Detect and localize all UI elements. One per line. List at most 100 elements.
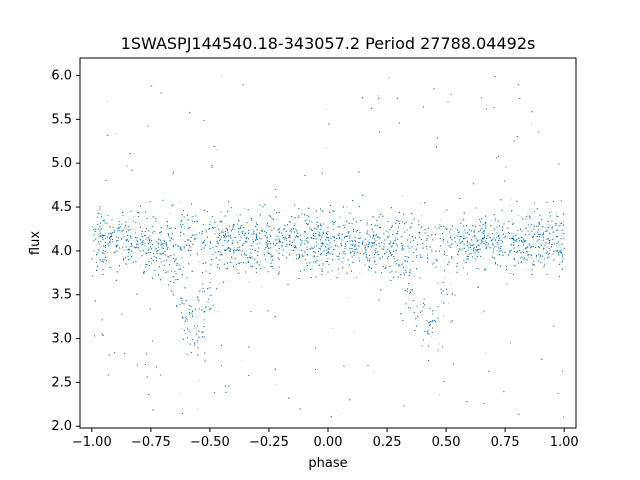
data-point xyxy=(234,246,236,248)
data-point xyxy=(361,261,363,263)
data-point xyxy=(463,262,465,264)
data-point xyxy=(191,318,193,320)
data-point xyxy=(463,231,465,232)
data-point xyxy=(251,246,253,248)
data-point xyxy=(360,219,362,221)
data-point xyxy=(91,226,93,228)
data-point xyxy=(452,261,454,263)
data-point xyxy=(477,216,479,218)
data-point xyxy=(140,245,142,247)
data-point xyxy=(386,235,388,237)
data-point xyxy=(304,235,306,237)
data-point xyxy=(474,260,476,262)
data-point xyxy=(401,195,403,197)
data-point xyxy=(249,229,251,231)
data-point xyxy=(200,240,202,242)
data-point xyxy=(331,327,333,329)
data-point xyxy=(279,210,281,212)
data-point xyxy=(318,230,320,232)
data-point xyxy=(235,214,237,216)
data-point xyxy=(546,246,548,248)
data-point xyxy=(555,212,557,214)
data-point xyxy=(241,251,243,253)
data-point xyxy=(344,223,346,225)
data-point xyxy=(435,331,437,333)
data-point xyxy=(484,352,486,354)
data-point xyxy=(377,94,379,96)
data-point xyxy=(551,228,553,230)
data-point xyxy=(547,246,549,248)
data-point xyxy=(95,252,97,254)
data-point xyxy=(464,244,466,246)
data-point xyxy=(278,241,280,243)
data-point xyxy=(227,280,229,282)
data-point xyxy=(210,279,211,280)
data-point xyxy=(435,310,437,312)
data-point xyxy=(329,252,331,254)
data-point xyxy=(343,263,344,265)
data-point xyxy=(557,261,559,263)
data-point xyxy=(419,304,421,305)
data-point xyxy=(196,342,198,344)
data-point xyxy=(149,238,151,240)
data-point xyxy=(238,243,240,245)
data-point xyxy=(330,278,332,280)
data-point xyxy=(547,227,548,229)
data-point xyxy=(326,147,328,149)
data-point xyxy=(511,198,513,200)
data-point xyxy=(499,234,500,235)
data-point xyxy=(160,234,162,236)
data-point xyxy=(332,260,334,262)
data-point xyxy=(130,238,132,239)
data-point xyxy=(234,267,236,269)
data-point xyxy=(525,252,527,254)
data-point xyxy=(116,231,118,233)
data-point xyxy=(218,283,220,285)
data-point xyxy=(500,236,502,238)
data-point xyxy=(126,265,128,267)
data-point xyxy=(217,311,219,313)
data-point xyxy=(234,268,235,270)
data-point xyxy=(144,248,146,250)
data-point xyxy=(561,259,563,261)
data-point xyxy=(210,299,212,301)
data-point xyxy=(363,248,365,250)
data-point xyxy=(102,245,104,247)
data-point xyxy=(139,223,140,225)
data-point xyxy=(353,331,355,333)
data-point xyxy=(163,244,165,246)
data-point xyxy=(437,332,439,334)
data-point xyxy=(545,227,547,228)
data-point xyxy=(491,238,492,240)
data-point xyxy=(497,254,499,256)
data-point xyxy=(419,233,421,235)
data-point xyxy=(178,202,180,204)
data-point xyxy=(475,239,477,241)
data-point xyxy=(556,246,558,248)
data-point xyxy=(528,257,529,259)
data-point xyxy=(335,409,337,411)
data-point xyxy=(559,229,561,231)
data-point xyxy=(509,204,511,206)
data-point xyxy=(209,246,210,247)
data-point xyxy=(351,262,353,264)
data-point xyxy=(506,232,508,234)
data-point xyxy=(510,249,512,251)
data-point xyxy=(245,238,246,240)
data-point xyxy=(261,286,263,288)
data-point xyxy=(444,260,446,262)
data-point xyxy=(481,311,482,313)
chart-title: 1SWASPJ144540.18-343057.2 Period 27788.0… xyxy=(121,34,536,53)
data-point xyxy=(148,241,150,243)
data-point xyxy=(444,244,446,246)
data-point xyxy=(296,236,298,238)
data-point xyxy=(232,248,234,249)
data-point xyxy=(542,250,544,252)
data-point xyxy=(529,226,531,228)
data-point xyxy=(106,263,108,265)
data-point xyxy=(138,258,140,259)
data-point xyxy=(315,224,317,225)
data-point xyxy=(216,149,218,151)
data-point xyxy=(498,265,500,267)
